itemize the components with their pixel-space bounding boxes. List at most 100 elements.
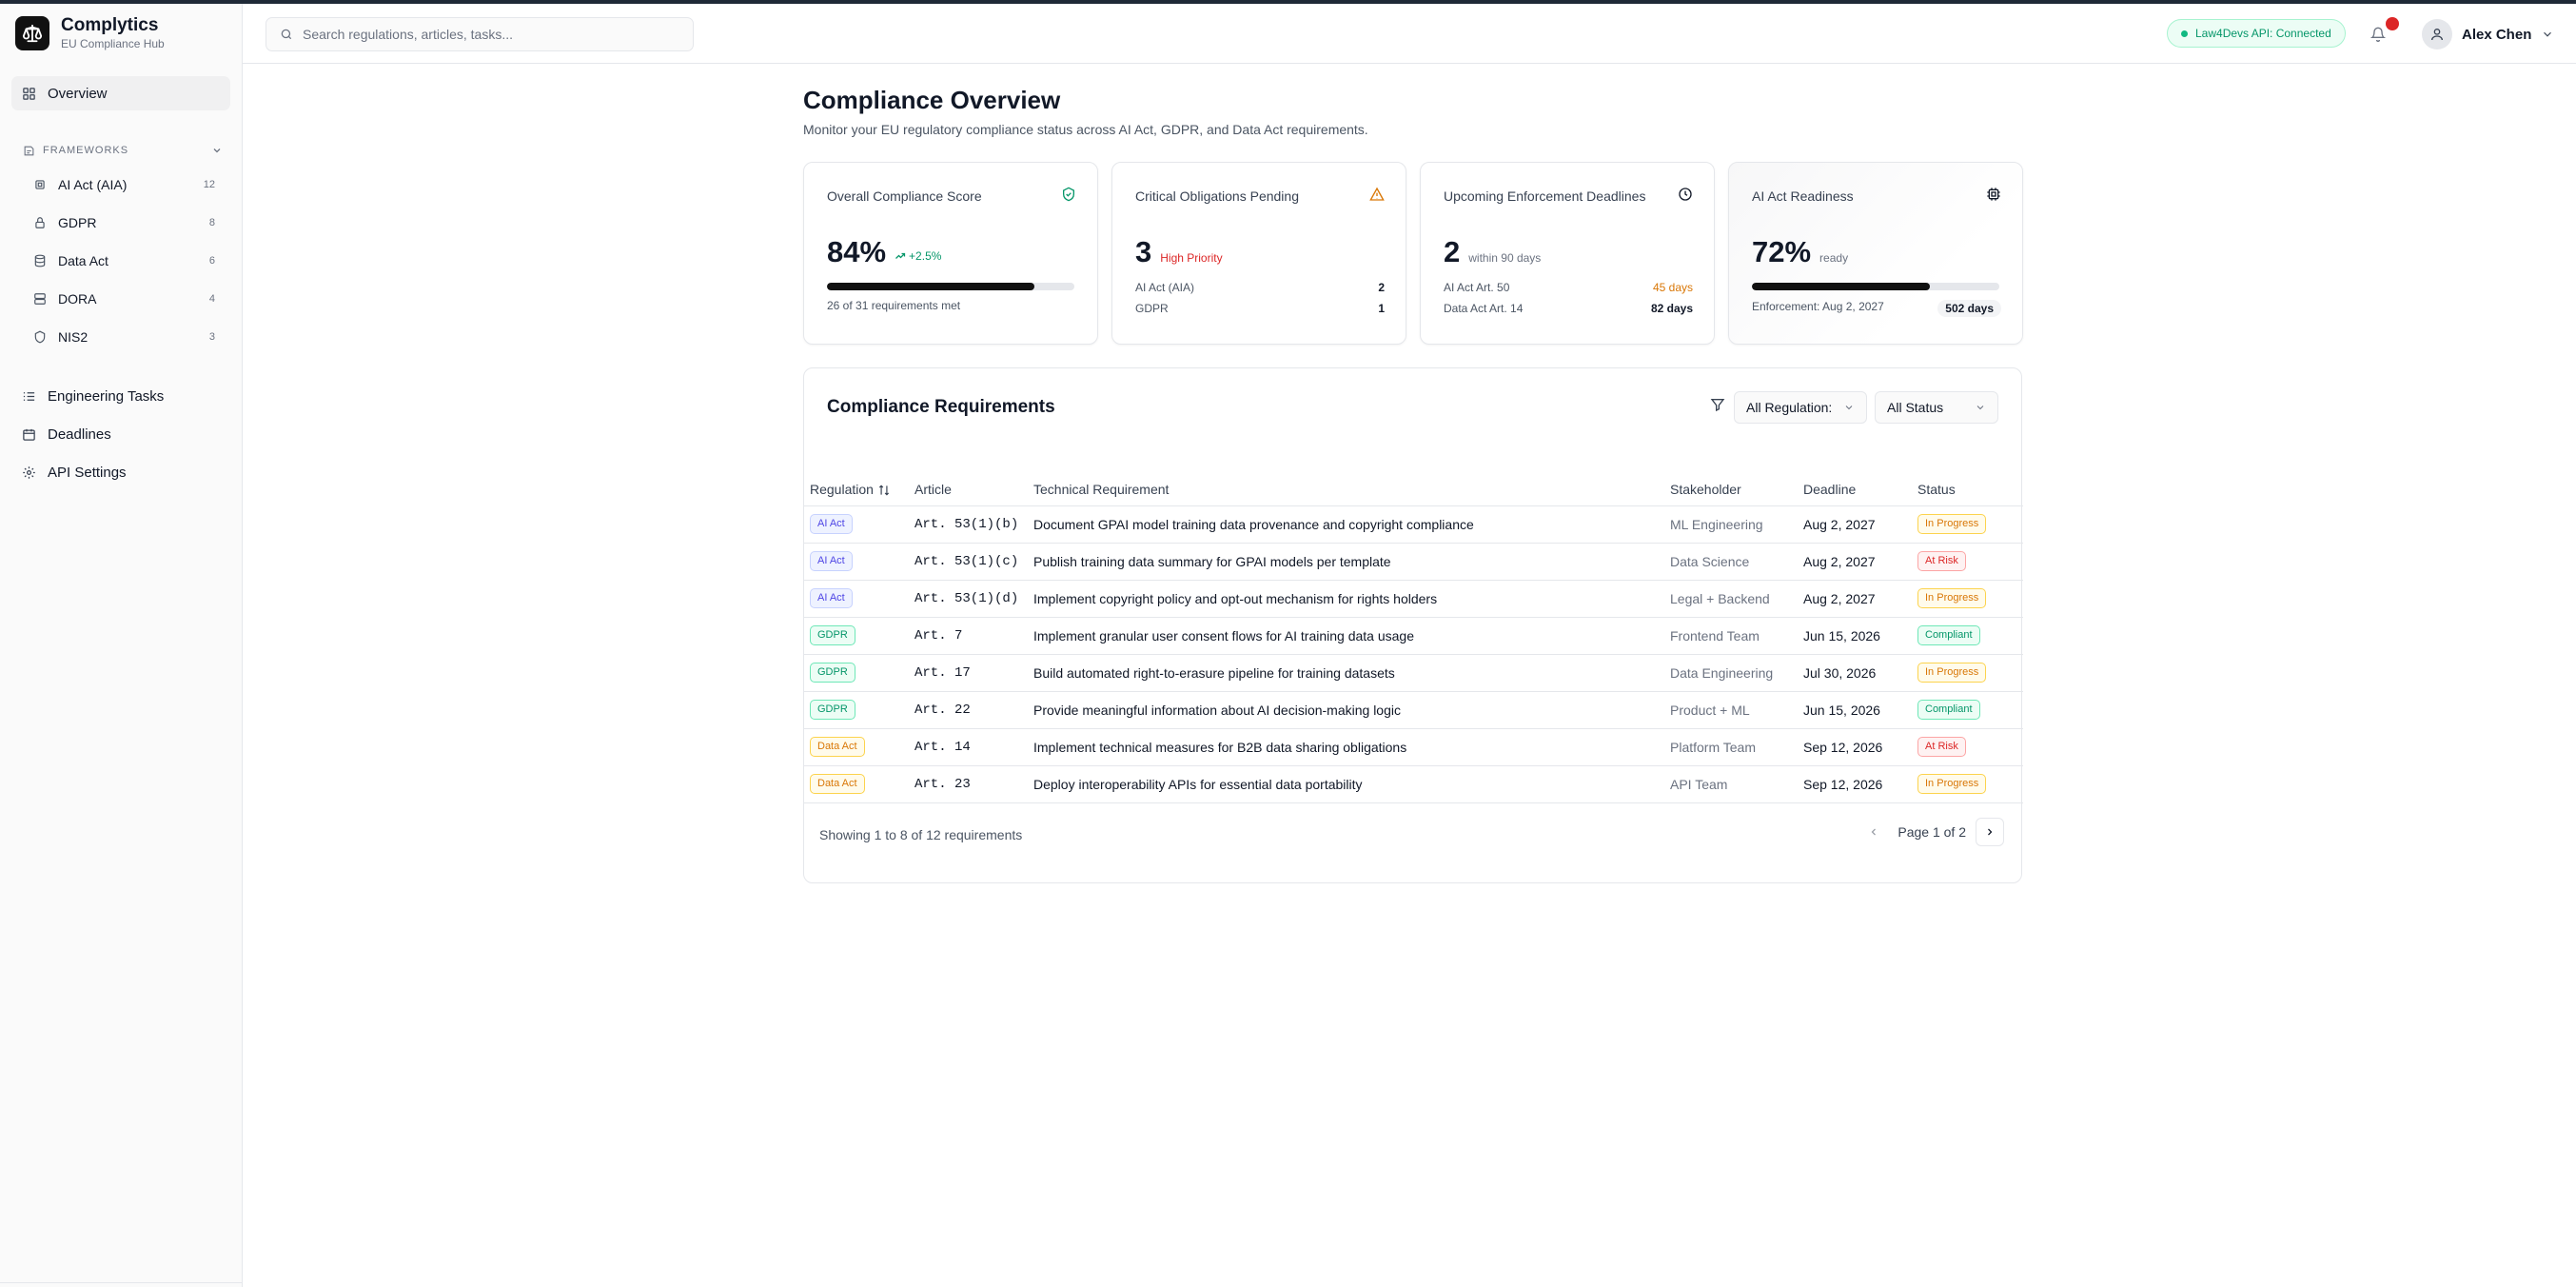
next-page-button[interactable] (1976, 818, 2004, 846)
sidebar-item-count: 4 (208, 293, 215, 305)
cell-stakeholder: Data Science (1670, 543, 1803, 581)
cell-stakeholder: Platform Team (1670, 728, 1803, 766)
regulation-badge: Data Act (810, 737, 865, 757)
card-title: Critical Obligations Pending (1135, 188, 1299, 204)
table-row[interactable]: AI Act Art. 53(1)(d) Implement copyright p… (804, 580, 2023, 618)
scale-logo-icon (15, 16, 49, 50)
table-row[interactable]: Data Act Art. 14 Implement technical measu… (804, 728, 2023, 766)
cell-deadline: Aug 2, 2027 (1803, 580, 1917, 618)
cell-stakeholder: Legal + Backend (1670, 580, 1803, 618)
regulation-badge: AI Act (810, 514, 853, 534)
notification-dot (2386, 17, 2399, 30)
cell-requirement: Implement copyright policy and opt-out m… (1033, 580, 1670, 618)
cell-article: Art. 53(1)(b) (914, 505, 1033, 544)
sidebar-item-dora[interactable]: DORA 4 (23, 283, 219, 315)
column-header-article: Article (914, 473, 1033, 506)
sidebar-item-count: 8 (208, 217, 215, 228)
brand[interactable]: Complytics EU Compliance Hub (15, 15, 165, 51)
cell-deadline: Sep 12, 2026 (1803, 765, 1917, 803)
cell-deadline: Aug 2, 2027 (1803, 505, 1917, 544)
table-row[interactable]: GDPR Art. 7 Implement granular user consen… (804, 617, 2023, 655)
cell-deadline: Jun 15, 2026 (1803, 691, 1917, 729)
table-row[interactable]: AI Act Art. 53(1)(c) Publish training data… (804, 543, 2023, 581)
table-header-row: Regulation Article Technical Requirement… (804, 473, 2023, 506)
score-footer: 26 of 31 requirements met (827, 299, 961, 312)
cell-requirement: Publish training data summary for GPAI m… (1033, 543, 1670, 581)
critical-note: High Priority (1160, 251, 1223, 265)
cell-requirement: Deploy interoperability APIs for essenti… (1033, 765, 1670, 803)
sidebar-item-count: 6 (208, 255, 215, 267)
nav-engineering-tasks[interactable]: Engineering Tasks (11, 379, 230, 413)
upcoming-row: Data Act Art. 14 82 days (1444, 302, 1693, 315)
status-filter-select[interactable]: All Status (1875, 391, 1998, 424)
nav-api-settings-label: API Settings (48, 464, 127, 481)
card-title: Upcoming Enforcement Deadlines (1444, 188, 1646, 204)
api-status-text: Law4Devs API: Connected (2195, 27, 2331, 40)
table-row[interactable]: AI Act Art. 53(1)(b) Document GPAI model t… (804, 505, 2023, 544)
sidebar-item-label: AI Act (AIA) (58, 177, 128, 192)
search-input[interactable] (303, 27, 683, 42)
nav-overview[interactable]: Overview (11, 76, 230, 110)
shield-check-icon (1061, 187, 1076, 207)
search-box[interactable] (265, 17, 694, 51)
cell-article: Art. 22 (914, 691, 1033, 729)
upcoming-row-label: AI Act Art. 50 (1444, 281, 1510, 294)
upcoming-deadlines-card: Upcoming Enforcement Deadlines 2 within … (1420, 162, 1715, 345)
regulation-filter-select[interactable]: All Regulation: (1734, 391, 1867, 424)
sidebar-item-ai-act[interactable]: AI Act (AIA) 12 (23, 168, 219, 201)
sidebar-item-label: DORA (58, 291, 97, 307)
cell-requirement: Provide meaningful information about AI … (1033, 691, 1670, 729)
sidebar-item-nis2[interactable]: NIS2 3 (23, 321, 219, 353)
sort-icon (877, 484, 891, 497)
cell-status: Compliant (1917, 617, 2023, 655)
pagination: Page 1 of 2 (1859, 818, 2004, 846)
cell-article: Art. 23 (914, 765, 1033, 803)
compliance-score-card: Overall Compliance Score 84% +2.5% 26 of… (803, 162, 1098, 345)
column-header-status: Status (1917, 473, 2023, 506)
cell-regulation: GDPR (804, 691, 914, 729)
window-top-border (0, 0, 2576, 4)
status-badge: In Progress (1917, 774, 1987, 794)
cell-status: In Progress (1917, 580, 2023, 618)
card-title: AI Act Readiness (1752, 188, 1854, 204)
search-icon (280, 28, 293, 41)
regulation-badge: GDPR (810, 700, 855, 720)
cell-regulation: AI Act (804, 543, 914, 581)
sidebar-item-data-act[interactable]: Data Act 6 (23, 245, 219, 277)
readiness-value: 72% (1752, 235, 1812, 268)
status-badge: At Risk (1917, 551, 1966, 571)
prev-page-button[interactable] (1859, 818, 1889, 846)
critical-row-value: 1 (1378, 302, 1385, 315)
table-row[interactable]: GDPR Art. 22 Provide meaningful informatio… (804, 691, 2023, 729)
table-row[interactable]: Data Act Art. 23 Deploy interoperability A… (804, 765, 2023, 803)
ai-act-readiness-card: AI Act Readiness 72% ready Enforcement: … (1728, 162, 2023, 345)
nav-deadlines[interactable]: Deadlines (11, 417, 230, 451)
upcoming-value: 2 (1444, 235, 1461, 268)
brand-subtitle: EU Compliance Hub (61, 37, 165, 50)
regulation-badge: AI Act (810, 588, 853, 608)
frameworks-header: FRAMEWORKS (43, 145, 129, 156)
notifications-button[interactable] (2370, 17, 2399, 50)
cell-stakeholder: ML Engineering (1670, 505, 1803, 544)
column-header-regulation[interactable]: Regulation (804, 473, 914, 506)
upcoming-note: within 90 days (1468, 251, 1542, 265)
cell-article: Art. 53(1)(d) (914, 580, 1033, 618)
sidebar-item-count: 3 (208, 331, 215, 343)
user-menu[interactable]: Alex Chen (2422, 19, 2554, 50)
lock-icon (33, 216, 47, 229)
regulation-badge: AI Act (810, 551, 853, 571)
critical-row-label: GDPR (1135, 302, 1169, 315)
score-progress-bar (827, 283, 1074, 290)
brand-name: Complytics (61, 15, 159, 35)
shield-icon (33, 330, 47, 344)
nav-api-settings[interactable]: API Settings (11, 455, 230, 489)
sidebar-item-gdpr[interactable]: GDPR 8 (23, 207, 219, 239)
critical-row: GDPR 1 (1135, 302, 1385, 315)
upcoming-row-value: 82 days (1650, 302, 1693, 315)
cell-stakeholder: Product + ML (1670, 691, 1803, 729)
frameworks-toggle[interactable]: FRAMEWORKS (23, 141, 223, 160)
requirements-table: Regulation Article Technical Requirement… (804, 473, 2023, 803)
table-row[interactable]: GDPR Art. 17 Build automated right-to-eras… (804, 654, 2023, 692)
cell-stakeholder: Frontend Team (1670, 617, 1803, 655)
column-header-label: Regulation (810, 481, 874, 497)
